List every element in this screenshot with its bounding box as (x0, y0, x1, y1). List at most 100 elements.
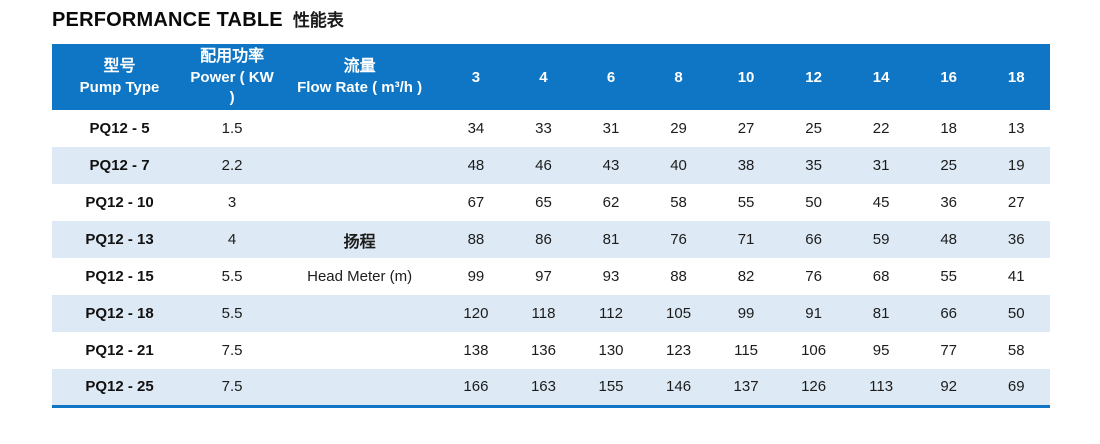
header-flow-value: 4 (509, 44, 578, 110)
header-flow-value: 14 (847, 44, 915, 110)
pump-type-cell: PQ12 - 25 (85, 378, 154, 396)
head-value-cell: 35 (805, 157, 822, 174)
header-power-en: Power ( KW ) (190, 69, 274, 106)
table-row: PQ12 - 18 5.5 120 118 112 105 99 91 81 6… (52, 295, 1050, 332)
head-value-cell: 62 (602, 194, 620, 211)
head-value-cell: 138 (463, 342, 489, 359)
head-value-cell: 68 (872, 268, 890, 285)
header-flow-value: 12 (779, 44, 848, 110)
head-value-cell: 126 (801, 378, 827, 396)
head-value-cell: 34 (467, 120, 485, 137)
power-cell: 3 (227, 194, 237, 211)
head-value-cell: 67 (467, 194, 485, 211)
head-value-cell: 36 (1007, 231, 1025, 248)
head-value-cell: 50 (1007, 305, 1025, 322)
head-value-cell: 31 (602, 120, 620, 137)
head-value-cell: 91 (805, 305, 822, 322)
table-row: PQ12 - 15 5.5 Head Meter (m) 99 97 93 88… (52, 258, 1050, 295)
head-meter-label-cell (277, 184, 442, 221)
page-title-english: PERFORMANCE TABLE (52, 9, 283, 31)
head-value-cell: 115 (734, 342, 759, 359)
head-value-cell: 31 (872, 157, 890, 174)
head-value-cell: 19 (1007, 157, 1025, 174)
head-value-cell: 146 (666, 378, 692, 396)
table-body: PQ12 - 5 1.5 34 33 31 29 27 25 22 18 13 … (52, 110, 1050, 406)
head-value-cell: 105 (666, 305, 692, 322)
power-cell: 7.5 (221, 342, 243, 359)
head-value-cell: 48 (467, 157, 485, 174)
head-value-cell: 45 (872, 194, 890, 211)
head-value-cell: 25 (805, 120, 822, 137)
head-value-cell: 82 (737, 268, 755, 285)
header-flow-rate-zh: 流量 (343, 58, 376, 75)
header-power: 配用功率 Power ( KW ) (187, 44, 278, 110)
table-row: PQ12 - 10 3 67 65 62 58 55 50 45 36 27 (52, 184, 1050, 221)
head-value-cell: 81 (872, 305, 890, 322)
head-value-cell: 88 (467, 231, 485, 248)
head-value-cell: 38 (737, 157, 755, 174)
head-value-cell: 29 (670, 120, 687, 137)
head-value-cell: 130 (598, 342, 624, 359)
head-value-cell: 136 (530, 342, 556, 359)
head-value-cell: 40 (670, 157, 687, 174)
head-value-cell: 13 (1007, 120, 1025, 137)
header-pump-type: 型号 Pump Type (52, 44, 188, 110)
pump-type-cell: PQ12 - 10 (85, 194, 154, 211)
head-value-cell: 46 (535, 157, 552, 174)
head-value-cell: 166 (463, 378, 489, 396)
head-value-cell: 81 (602, 231, 620, 248)
page-title: PERFORMANCE TABLE 性能表 (52, 6, 344, 32)
power-cell: 2.2 (221, 157, 243, 174)
head-value-cell: 118 (531, 305, 556, 322)
header-flow-value: 8 (644, 44, 713, 110)
head-value-cell: 27 (1007, 194, 1025, 211)
head-meter-label-cell (277, 369, 442, 406)
header-flow-value: 16 (914, 44, 983, 110)
head-value-cell: 93 (602, 268, 620, 285)
head-value-cell: 92 (940, 378, 957, 396)
table-header-row: 型号 Pump Type 配用功率 Power ( KW ) 流量 Flow R… (52, 44, 1050, 110)
head-value-cell: 155 (598, 378, 624, 396)
head-value-cell: 66 (805, 231, 822, 248)
head-value-cell: 76 (805, 268, 822, 285)
table-row: PQ12 - 25 7.5 166 163 155 146 137 126 11… (52, 369, 1050, 406)
head-meter-label-cell (277, 110, 442, 147)
head-meter-label-cell: 扬程 (343, 233, 376, 251)
head-value-cell: 65 (535, 194, 552, 211)
head-value-cell: 25 (940, 157, 957, 174)
head-value-cell: 58 (1007, 342, 1025, 359)
head-value-cell: 71 (737, 231, 755, 248)
pump-type-cell: PQ12 - 15 (85, 268, 154, 285)
head-value-cell: 48 (940, 231, 957, 248)
head-value-cell: 59 (872, 231, 890, 248)
table-header: 型号 Pump Type 配用功率 Power ( KW ) 流量 Flow R… (52, 44, 1050, 110)
power-cell: 5.5 (221, 305, 243, 322)
head-value-cell: 55 (737, 194, 755, 211)
power-cell: 4 (227, 231, 237, 248)
head-value-cell: 41 (1007, 268, 1025, 285)
head-value-cell: 33 (535, 120, 552, 137)
head-value-cell: 112 (599, 305, 623, 322)
head-value-cell: 55 (940, 268, 957, 285)
table-row: PQ12 - 13 4 扬程 88 86 81 76 71 66 59 48 3… (52, 221, 1050, 258)
header-flow-value: 18 (982, 44, 1050, 110)
head-value-cell: 106 (801, 342, 827, 359)
head-value-cell: 50 (805, 194, 822, 211)
table-row: PQ12 - 21 7.5 138 136 130 123 115 106 95… (52, 332, 1050, 369)
pump-type-cell: PQ12 - 5 (89, 120, 150, 137)
head-value-cell: 113 (869, 378, 894, 396)
head-value-cell: 18 (940, 120, 957, 137)
header-flow-value: 10 (712, 44, 780, 110)
header-flow-value: 6 (577, 44, 645, 110)
page-title-chinese: 性能表 (292, 11, 344, 30)
pump-type-cell: PQ12 - 21 (85, 342, 154, 359)
head-meter-label-cell (277, 147, 442, 184)
head-value-cell: 99 (737, 305, 755, 322)
header-flow-rate-en: Flow Rate ( m³/h ) (297, 79, 423, 96)
table-row: PQ12 - 5 1.5 34 33 31 29 27 25 22 18 13 (52, 110, 1050, 147)
power-cell: 5.5 (221, 268, 243, 285)
head-value-cell: 43 (602, 157, 620, 174)
head-value-cell: 22 (872, 120, 890, 137)
head-value-cell: 120 (463, 305, 489, 322)
